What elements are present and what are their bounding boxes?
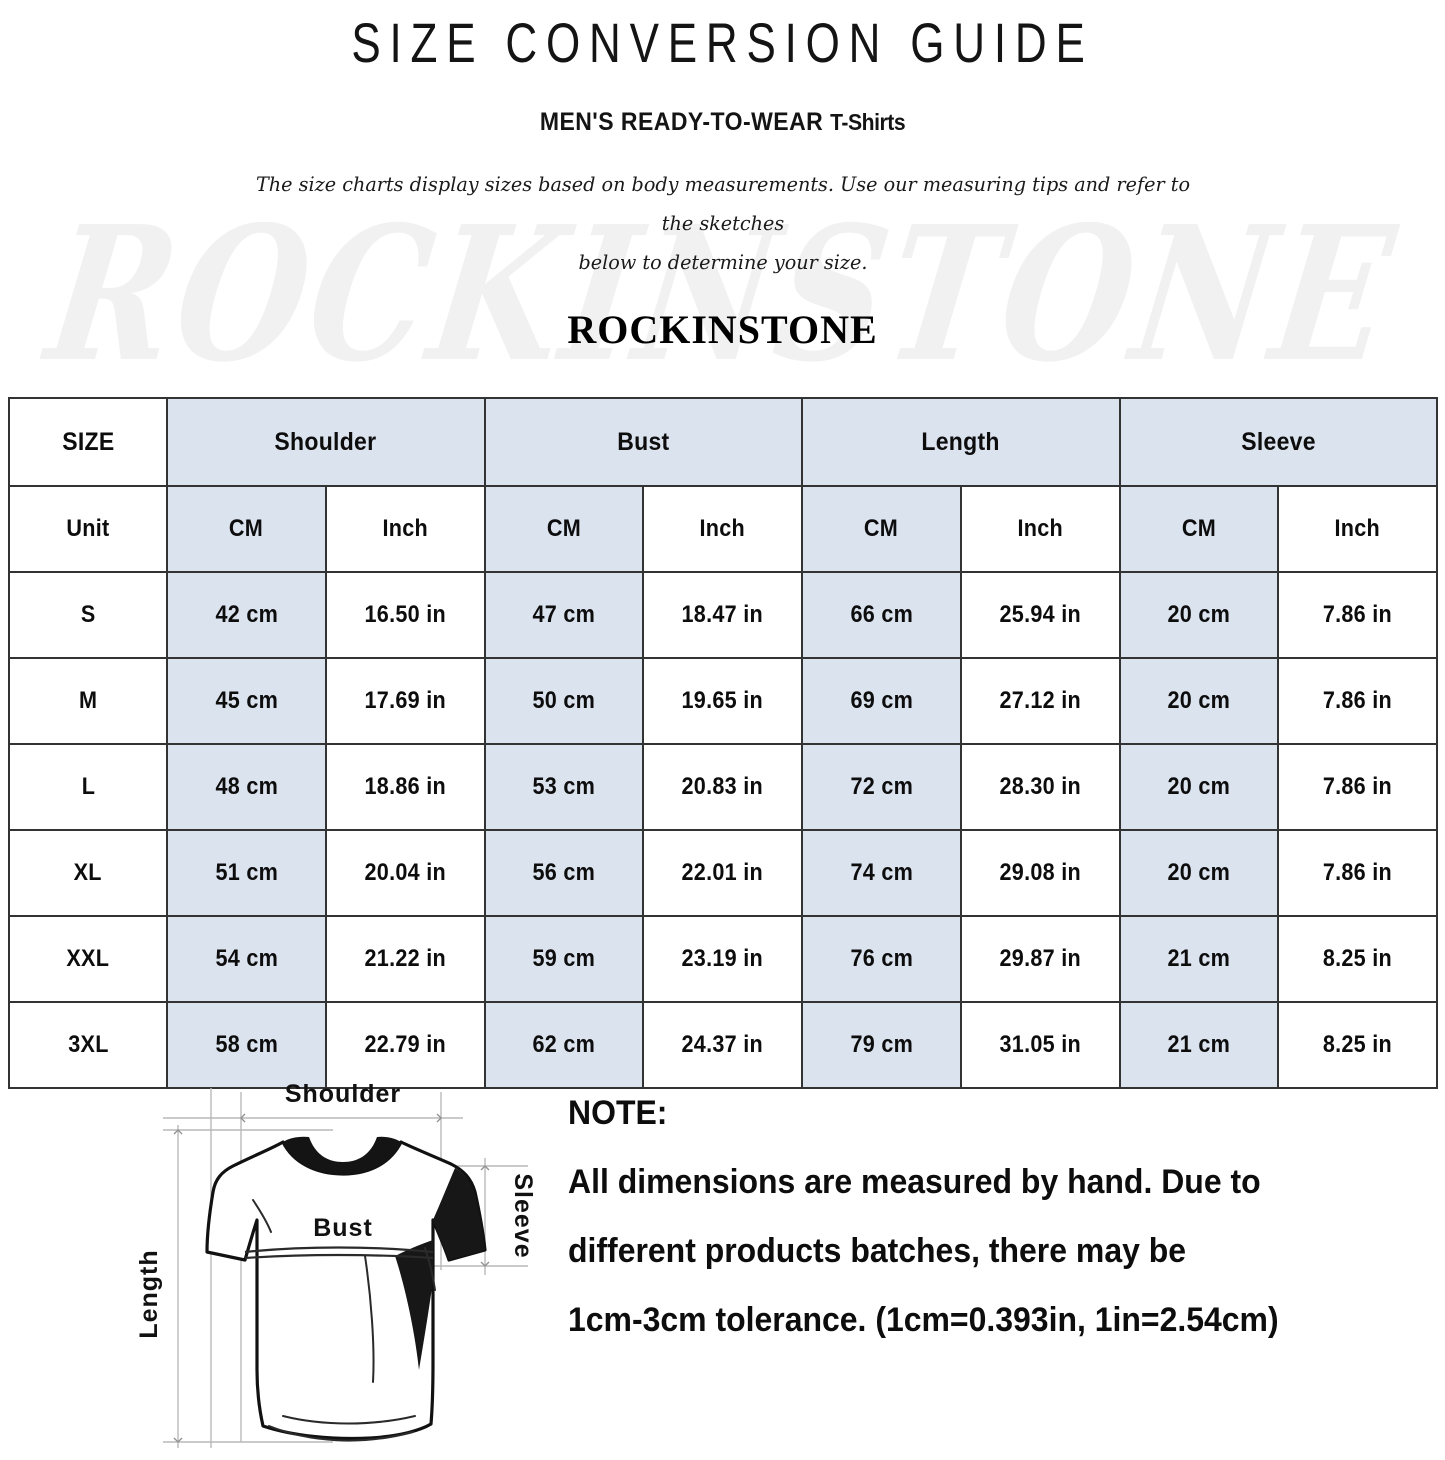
cell-3-5: 29.08 in xyxy=(959,829,1121,917)
cell-1-2: 50 cm xyxy=(483,657,645,745)
header-cell-sleeve: Sleeve xyxy=(1118,397,1438,487)
table-row: XXL 54 cm 21.22 in 59 cm 23.19 in 76 cm 29.87 … xyxy=(8,915,1438,1003)
cell-4-3: 23.19 in xyxy=(642,915,803,1003)
cell-5-6: 21 cm xyxy=(1118,1001,1280,1089)
note-line-2: different products batches, there may be xyxy=(568,1232,1187,1270)
subtitle-category: MEN'S READY-TO-WEAR xyxy=(539,108,831,136)
note-line-3: 1cm-3cm tolerance. (1cm=0.393in, 1in=2.5… xyxy=(568,1301,1279,1339)
header-cell-bust: Bust xyxy=(483,397,803,487)
cell-4-5: 29.87 in xyxy=(959,915,1121,1003)
cell-4-7: 8.25 in xyxy=(1277,915,1438,1003)
cell-3-3: 22.01 in xyxy=(642,829,803,917)
row-size-label: 3XL xyxy=(8,1001,168,1089)
unit-cell-4: CM xyxy=(801,485,962,573)
unit-cell-3: Inch xyxy=(642,485,803,573)
cell-2-1: 18.86 in xyxy=(324,743,486,831)
cell-4-2: 59 cm xyxy=(483,915,645,1003)
cell-1-3: 19.65 in xyxy=(642,657,803,745)
note-line-1: All dimensions are measured by hand. Due… xyxy=(568,1163,1261,1201)
cell-0-6: 20 cm xyxy=(1118,571,1280,659)
cell-5-3: 24.37 in xyxy=(642,1001,803,1089)
cell-0-4: 66 cm xyxy=(801,571,962,659)
cell-1-7: 7.86 in xyxy=(1277,657,1438,745)
cell-1-1: 17.69 in xyxy=(324,657,486,745)
subtitle-product: T-Shirts xyxy=(830,109,906,135)
row-size-label: M xyxy=(8,657,168,745)
bottom-section: Shoulder Bust Sleeve Length NOTE: All di… xyxy=(0,1062,1445,1459)
cell-2-5: 28.30 in xyxy=(959,743,1121,831)
cell-2-3: 20.83 in xyxy=(642,743,803,831)
size-chart-container: SIZE Shoulder Bust Length Sleeve Unit CM Inch CM… xyxy=(8,397,1438,1089)
figure-label-bust: Bust xyxy=(313,1214,373,1242)
header-cell-unit: Unit xyxy=(8,485,168,573)
row-size-label: S xyxy=(8,571,168,659)
cell-1-0: 45 cm xyxy=(166,657,327,745)
cell-4-6: 21 cm xyxy=(1118,915,1280,1003)
description-line-1: The size charts display sizes based on b… xyxy=(255,172,1190,235)
page-subtitle: MEN'S READY-TO-WEAR T-Shirts xyxy=(58,108,1387,137)
cell-3-7: 7.86 in xyxy=(1277,829,1438,917)
table-row: M 45 cm 17.69 in 50 cm 19.65 in 69 cm 27.12 in… xyxy=(8,657,1438,745)
cell-5-4: 79 cm xyxy=(801,1001,962,1089)
description-line-2: below to determine your size. xyxy=(578,250,867,274)
size-conversion-table: SIZE Shoulder Bust Length Sleeve Unit CM Inch CM… xyxy=(8,397,1438,1089)
row-size-label: L xyxy=(8,743,168,831)
cell-0-1: 16.50 in xyxy=(324,571,486,659)
cell-1-6: 20 cm xyxy=(1118,657,1280,745)
brand-name: ROCKINSTONE xyxy=(567,307,878,352)
cell-3-6: 20 cm xyxy=(1118,829,1280,917)
unit-cell-2: CM xyxy=(483,485,645,573)
table-unit-row: Unit CM Inch CM Inch CM Inch CM Inch xyxy=(8,485,1438,573)
cell-0-0: 42 cm xyxy=(166,571,327,659)
unit-cell-1: Inch xyxy=(324,485,486,573)
cell-2-4: 72 cm xyxy=(801,743,962,831)
cell-3-2: 56 cm xyxy=(483,829,645,917)
unit-cell-5: Inch xyxy=(959,485,1121,573)
cell-0-2: 47 cm xyxy=(483,571,645,659)
note-title: NOTE: xyxy=(568,1094,668,1132)
cell-2-0: 48 cm xyxy=(166,743,327,831)
cell-1-5: 27.12 in xyxy=(959,657,1121,745)
table-row: L 48 cm 18.86 in 53 cm 20.83 in 72 cm 28.30 in… xyxy=(8,743,1438,831)
cell-0-5: 25.94 in xyxy=(959,571,1121,659)
cell-2-6: 20 cm xyxy=(1118,743,1280,831)
cell-5-2: 62 cm xyxy=(483,1001,645,1089)
cell-4-0: 54 cm xyxy=(166,915,327,1003)
unit-cell-6: CM xyxy=(1118,485,1280,573)
tshirt-measurement-diagram: Shoulder Bust Sleeve Length xyxy=(133,1070,553,1460)
figure-label-length: Length xyxy=(135,1249,163,1338)
cell-4-1: 21.22 in xyxy=(324,915,486,1003)
cell-5-7: 8.25 in xyxy=(1277,1001,1438,1089)
note-block: NOTE: All dimensions are measured by han… xyxy=(568,1094,1418,1370)
figure-label-shoulder: Shoulder xyxy=(285,1080,401,1108)
cell-3-0: 51 cm xyxy=(166,829,327,917)
unit-cell-0: CM xyxy=(166,485,327,573)
row-size-label: XXL xyxy=(8,915,168,1003)
page-title: SIZE CONVERSION GUIDE xyxy=(351,11,1094,75)
cell-2-2: 53 cm xyxy=(483,743,645,831)
header-cell-length: Length xyxy=(801,397,1121,487)
table-row: XL 51 cm 20.04 in 56 cm 22.01 in 74 cm 29.08 i… xyxy=(8,829,1438,917)
cell-3-1: 20.04 in xyxy=(324,829,486,917)
cell-1-4: 69 cm xyxy=(801,657,962,745)
table-row: 3XL 58 cm 22.79 in 62 cm 24.37 in 79 cm 31.05 … xyxy=(8,1001,1438,1089)
cell-5-5: 31.05 in xyxy=(959,1001,1121,1089)
cell-0-7: 7.86 in xyxy=(1277,571,1438,659)
table-group-header-row: SIZE Shoulder Bust Length Sleeve xyxy=(8,397,1438,487)
row-size-label: XL xyxy=(8,829,168,917)
description-paragraph: The size charts display sizes based on b… xyxy=(238,165,1208,282)
cell-3-4: 74 cm xyxy=(801,829,962,917)
header-cell-shoulder: Shoulder xyxy=(166,397,486,487)
table-row: S 42 cm 16.50 in 47 cm 18.47 in 66 cm 25.94 in… xyxy=(8,571,1438,659)
cell-5-1: 22.79 in xyxy=(324,1001,486,1089)
cell-4-4: 76 cm xyxy=(801,915,962,1003)
header-cell-size: SIZE xyxy=(8,397,168,487)
figure-label-sleeve: Sleeve xyxy=(509,1173,537,1258)
cell-0-3: 18.47 in xyxy=(642,571,803,659)
page-header: SIZE CONVERSION GUIDE MEN'S READY-TO-WEA… xyxy=(0,11,1445,137)
unit-cell-7: Inch xyxy=(1277,485,1438,573)
cell-5-0: 58 cm xyxy=(166,1001,327,1089)
cell-2-7: 7.86 in xyxy=(1277,743,1438,831)
